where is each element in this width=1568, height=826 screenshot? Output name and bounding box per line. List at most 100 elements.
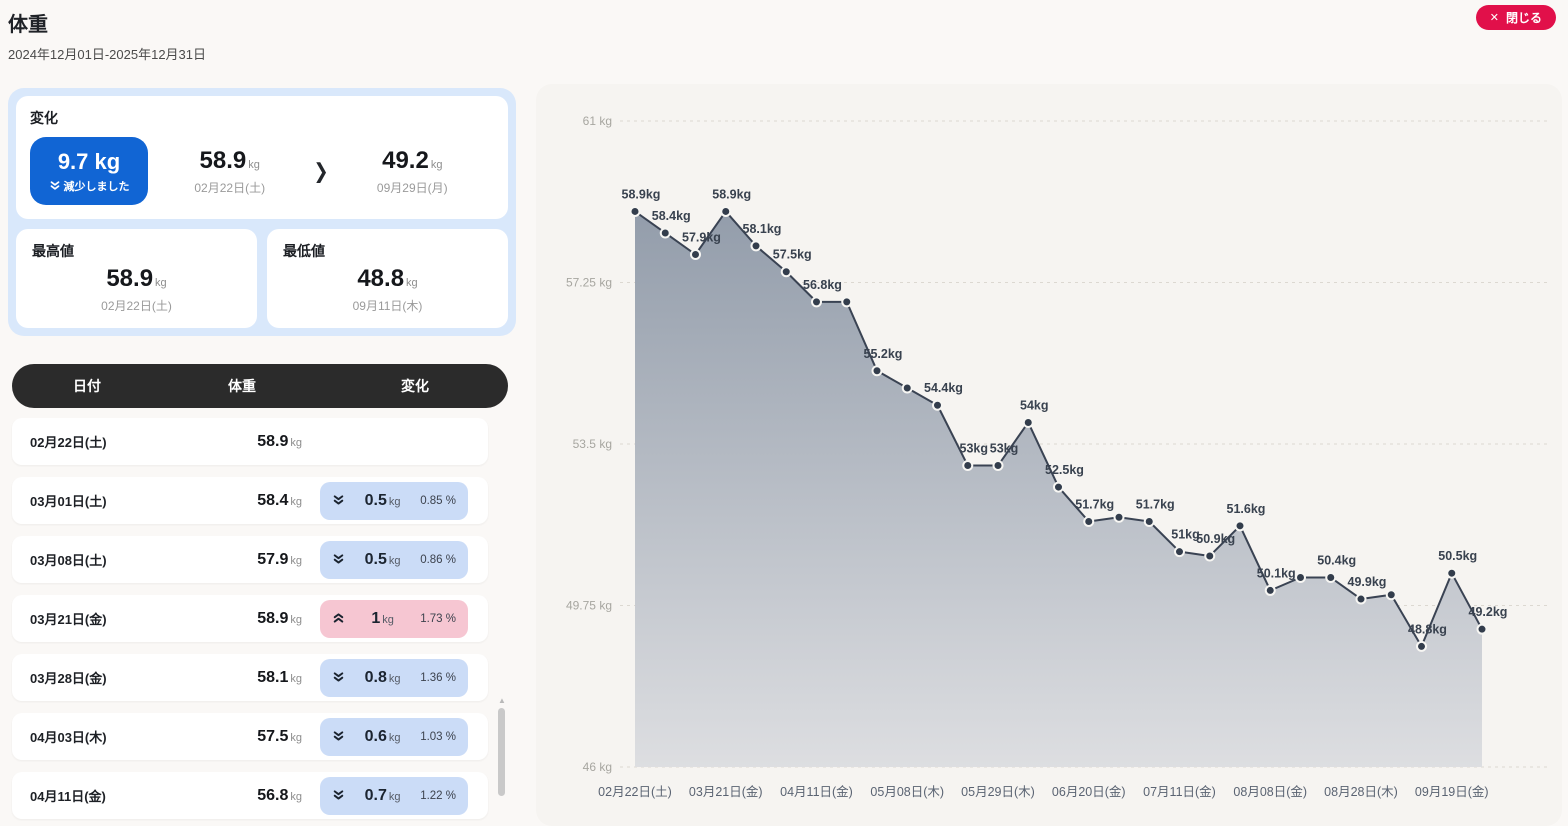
row-weight: 56.8 kg — [257, 786, 302, 804]
data-point — [1053, 481, 1064, 493]
double-chevron-down-icon — [332, 789, 345, 802]
data-point — [1446, 567, 1458, 579]
data-point — [1113, 511, 1125, 523]
close-icon: ✕ — [1489, 12, 1499, 24]
row-date: 04月11日(金) — [30, 789, 106, 804]
row-change-cell: 0.5 kg 0.86 % — [302, 540, 488, 579]
left-column: 変化 9.7 kg 減少しました 58.9 kg 02月22日(土) ❯ — [8, 88, 516, 826]
data-point — [629, 205, 641, 217]
row-change-cell: 0.6 kg 1.03 % — [302, 717, 488, 756]
data-point — [1385, 589, 1397, 601]
x-axis-tick-label: 05月08日(木) — [870, 785, 944, 799]
close-button-label: 閉じる — [1505, 11, 1542, 25]
table-row: 02月22日(土) 58.9 kg — [12, 418, 488, 465]
weight-change-badge: 9.7 kg 減少しました — [30, 137, 148, 205]
double-chevron-up-icon — [332, 612, 345, 625]
x-axis-tick-label: 06月20日(金) — [1052, 784, 1126, 799]
date-range: 2024年12月01日-2025年12月31日 — [8, 47, 207, 62]
data-point — [1174, 546, 1185, 558]
change-percent: 1.03 % — [420, 730, 456, 743]
data-point — [901, 382, 913, 394]
data-point — [992, 460, 1004, 472]
data-point — [659, 227, 671, 239]
min-card-label: 最低値 — [283, 243, 325, 259]
change-badge-up: 1 kg 1.73 % — [320, 599, 468, 638]
table-body: 02月22日(土) 58.9 kg 03月01日(土) 58.4 kg 0.5 kg … — [12, 418, 488, 819]
start-weight-unit: kg — [248, 158, 260, 171]
row-weight: 58.4 kg — [257, 491, 302, 509]
y-axis-tick-label: 61 kg — [583, 114, 612, 128]
data-point-label: 49.2kg — [1469, 605, 1508, 619]
row-change-cell: 0.5 kg 0.85 % — [302, 481, 488, 520]
data-point — [1476, 623, 1488, 635]
change-value: 0.5 kg — [364, 550, 401, 568]
change-percent: 0.86 % — [420, 553, 456, 566]
scrollbar-thumb[interactable] — [498, 708, 505, 796]
data-point-label: 50.5kg — [1438, 549, 1477, 563]
change-badge-down: 0.6 kg 1.03 % — [320, 717, 468, 756]
change-value: 1 kg — [371, 609, 394, 627]
data-point — [720, 205, 732, 217]
table-scrollbar[interactable]: ▲ ▼ — [496, 696, 508, 826]
double-chevron-down-icon — [332, 494, 345, 507]
data-point-label: 53kg — [960, 442, 989, 456]
start-weight: 58.9 kg 02月22日(土) — [148, 147, 311, 196]
row-weight: 57.9 kg — [257, 550, 302, 568]
y-axis-tick-label: 49.75 kg — [566, 599, 612, 613]
start-weight-date: 02月22日(土) — [194, 180, 266, 195]
table-row: 03月08日(土) 57.9 kg 0.5 kg 0.86 % — [12, 536, 488, 583]
y-axis-tick-label: 46 kg — [583, 760, 612, 774]
row-weight: 57.5 kg — [257, 727, 302, 745]
change-badge-down: 0.8 kg 1.36 % — [320, 658, 468, 697]
change-badge-down: 0.7 kg 1.22 % — [320, 776, 468, 815]
page-title: 体重 — [8, 14, 48, 36]
weight-line-chart: 61 kg 57.25 kg 53.5 kg 49.75 kg 46 kg 58.9kg 5… — [566, 114, 1548, 799]
data-point-label: 54kg — [1020, 398, 1049, 412]
data-point-label: 58.9kg — [712, 187, 751, 201]
close-button[interactable]: ✕ 閉じる — [1475, 5, 1556, 30]
data-point-label: 58.4kg — [652, 209, 691, 223]
table-row: 03月21日(金) 58.9 kg 1 kg 1.73 % — [12, 595, 488, 642]
max-weight-value: 58.9 — [106, 265, 154, 292]
data-point — [841, 296, 853, 308]
table-row: 04月03日(木) 57.5 kg 0.6 kg 1.03 % — [12, 713, 488, 760]
scroll-up-icon[interactable]: ▲ — [498, 696, 506, 705]
change-value: 0.6 kg — [364, 727, 401, 745]
data-point-label: 50.4kg — [1317, 554, 1356, 568]
data-point — [1416, 640, 1427, 652]
change-summary-card: 変化 9.7 kg 減少しました 58.9 kg 02月22日(土) ❯ — [16, 96, 508, 219]
row-date: 04月03日(木) — [30, 730, 107, 745]
end-weight-value: 49.2 — [382, 146, 429, 174]
data-point — [811, 296, 822, 308]
summary-panel: 変化 9.7 kg 減少しました 58.9 kg 02月22日(土) ❯ — [8, 88, 516, 336]
change-value: 0.5 kg — [364, 491, 401, 509]
table-header: 日付 体重 変化 — [12, 364, 508, 408]
change-value: 0.8 kg — [364, 668, 401, 686]
data-point-label: 56.8kg — [803, 278, 842, 292]
table-row: 03月01日(土) 58.4 kg 0.5 kg 0.85 % — [12, 477, 488, 524]
double-chevron-down-icon — [332, 553, 345, 566]
min-weight-unit: kg — [406, 277, 418, 289]
data-point — [932, 399, 943, 411]
change-card-label: 変化 — [30, 110, 58, 126]
x-axis-tick-label: 05月29日(木) — [961, 785, 1035, 799]
data-point — [750, 240, 762, 252]
change-percent: 1.73 % — [420, 612, 456, 625]
max-weight-unit: kg — [155, 277, 167, 289]
x-axis-tick-label: 02月22日(土) — [598, 785, 672, 799]
data-point-label: 58.1kg — [743, 222, 782, 236]
change-percent: 1.22 % — [420, 789, 456, 802]
min-weight-date: 09月11日(木) — [352, 299, 423, 313]
y-axis-tick-label: 53.5 kg — [573, 437, 612, 451]
data-point-label: 51.6kg — [1227, 502, 1266, 516]
data-point-label: 51.7kg — [1136, 498, 1175, 512]
end-weight: 49.2 kg 09月29日(月) — [331, 147, 494, 196]
double-chevron-down-icon — [332, 671, 345, 684]
page-header: 体重 2024年12月01日-2025年12月31日 — [8, 8, 206, 63]
row-weight: 58.1 kg — [257, 668, 302, 686]
min-weight-card: 最低値 48.8 kg 09月11日(木) — [267, 229, 508, 328]
data-point-label: 51.7kg — [1075, 498, 1114, 512]
col-header-weight: 体重 — [228, 378, 256, 394]
data-point-label: 54.4kg — [924, 381, 963, 395]
weight-chart-card: 61 kg 57.25 kg 53.5 kg 49.75 kg 46 kg 58.9kg 5… — [536, 84, 1562, 826]
